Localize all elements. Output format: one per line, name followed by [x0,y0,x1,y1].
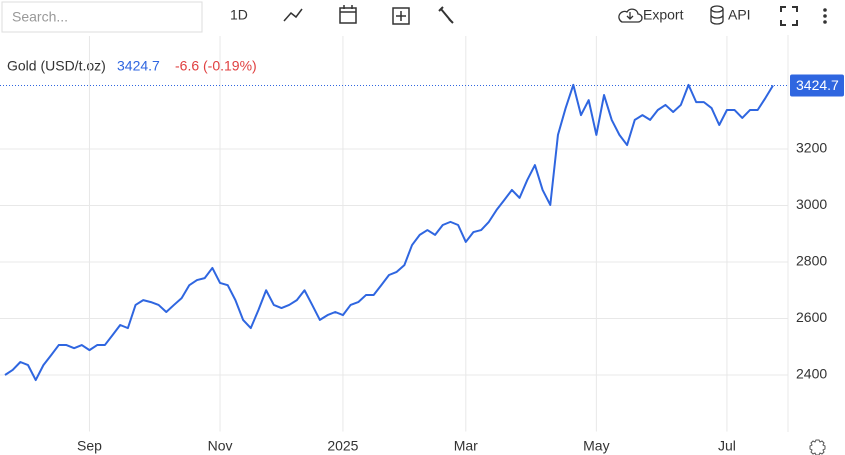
search-box[interactable] [1,1,203,33]
x-tick-label: Nov [208,438,233,454]
legend-value: 3424.7 [117,58,160,74]
fullscreen-icon[interactable] [780,6,798,26]
y-tick-label: 2800 [796,253,827,269]
legend-change: -6.6 (-0.19%) [175,58,257,74]
y-tick-label: 3000 [796,196,827,212]
y-tick-label: 3200 [796,140,827,156]
chart-type-icon[interactable] [283,8,303,22]
api-icon[interactable] [710,5,724,25]
x-tick-label: Sep [77,438,102,454]
price-line [4,83,774,382]
export-button[interactable]: Export [643,7,684,23]
interval-button[interactable]: 1D [230,7,248,23]
compare-icon[interactable] [392,7,410,25]
gear-icon[interactable] [809,439,826,455]
calendar-icon[interactable] [339,5,357,24]
search-placeholder[interactable]: Search... [12,9,68,25]
y-tick-label: 2600 [796,309,827,325]
settings-icon[interactable] [438,6,454,24]
legend-name: Gold (USD/t.oz) [7,58,106,74]
y-tick-label: 2400 [796,366,827,382]
x-tick-label: Jul [718,438,736,454]
x-tick-label: Mar [454,438,478,454]
last-value-label: 3424.7 [796,77,839,93]
x-tick-label: May [583,438,609,454]
last-value-box [790,74,844,97]
x-tick-label: 2025 [327,438,358,454]
menu-icon[interactable] [823,8,827,24]
api-button[interactable]: API [728,7,751,23]
export-icon[interactable] [618,8,643,23]
